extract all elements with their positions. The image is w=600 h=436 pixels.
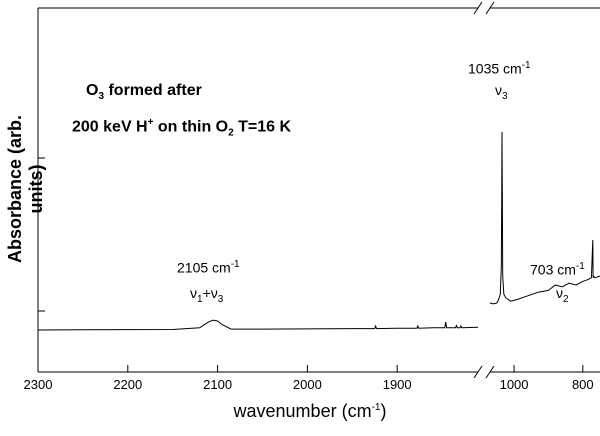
y-axis-label: Absorbance (arb. units) [5, 114, 46, 264]
x-axis-label: wavenumber (cm-1) [233, 401, 387, 421]
axis-break-bottom [473, 365, 495, 379]
peak-1035-label: 1035 cm-1 [468, 60, 531, 77]
spectrum-series-left [37, 319, 479, 331]
x-tick-label-2000: 2000 [293, 377, 322, 392]
x-ticks [37, 365, 584, 372]
peak-1035-mode: ν3 [495, 82, 508, 102]
peak-2105-mode: ν1+ν3 [190, 285, 224, 305]
x-tick-label-1000: 1000 [500, 377, 529, 392]
y-ticks [38, 157, 45, 312]
x-tick-label-2300: 2300 [24, 377, 53, 392]
x-tick-label-800: 800 [572, 377, 594, 392]
x-tick-label-2100: 2100 [203, 377, 232, 392]
peak-2105-label: 2105 cm-1 [177, 259, 240, 276]
x-tick-label-2200: 2200 [113, 377, 142, 392]
sample-title-line2: 200 keV H+ on thin O2 T=16 K [72, 117, 292, 139]
peak-703-mode: ν2 [556, 285, 569, 305]
x-tick-labels: 2300 2200 2100 2000 1900 1000 800 [24, 377, 594, 392]
x-tick-label-1900: 1900 [383, 377, 412, 392]
peak-703-label: 703 cm-1 [530, 261, 585, 278]
axis-break-top [473, 1, 495, 15]
sample-title-line1: O3 formed after [86, 82, 202, 103]
spectrum-series-right [489, 131, 600, 305]
